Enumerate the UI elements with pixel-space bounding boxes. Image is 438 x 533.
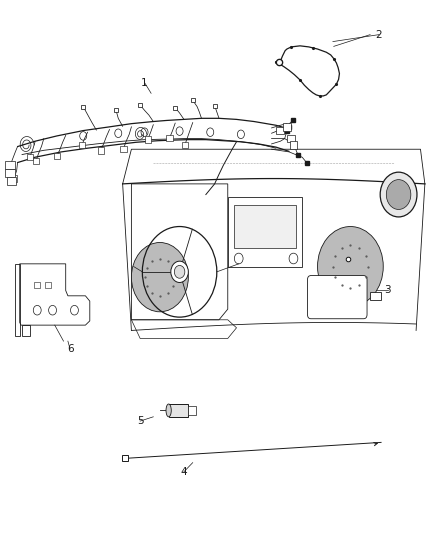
Bar (45, 282, 51, 288)
Bar (7, 165, 13, 171)
Bar (169, 404, 188, 417)
Text: 3: 3 (384, 286, 391, 295)
Text: 4: 4 (180, 467, 187, 477)
FancyBboxPatch shape (307, 276, 367, 319)
Bar (166, 135, 173, 141)
Text: 6: 6 (67, 344, 74, 354)
Bar (27, 154, 33, 160)
Text: 5: 5 (137, 416, 144, 426)
Bar (283, 123, 291, 131)
Bar (370, 292, 381, 300)
Bar (54, 153, 60, 159)
Bar (290, 141, 297, 149)
Circle shape (318, 227, 383, 306)
Circle shape (386, 180, 411, 209)
Bar (5, 161, 15, 169)
Bar (120, 146, 127, 152)
Bar (11, 175, 17, 182)
Bar (276, 127, 284, 134)
Bar (234, 205, 296, 248)
Circle shape (71, 305, 78, 315)
Text: 1: 1 (141, 78, 148, 87)
Bar (145, 136, 151, 143)
Bar (188, 406, 196, 415)
Bar (228, 197, 302, 266)
Bar (34, 282, 40, 288)
Ellipse shape (166, 404, 171, 417)
Text: 2: 2 (375, 30, 382, 39)
Circle shape (33, 305, 41, 315)
Bar (98, 147, 104, 154)
Bar (5, 169, 15, 177)
Circle shape (174, 265, 185, 278)
Circle shape (380, 172, 417, 217)
Bar (182, 142, 188, 148)
Circle shape (131, 243, 188, 312)
Bar (33, 158, 39, 164)
Bar (79, 142, 85, 148)
Bar (7, 177, 16, 185)
Circle shape (49, 305, 57, 315)
Bar (287, 135, 295, 142)
Circle shape (171, 261, 188, 282)
